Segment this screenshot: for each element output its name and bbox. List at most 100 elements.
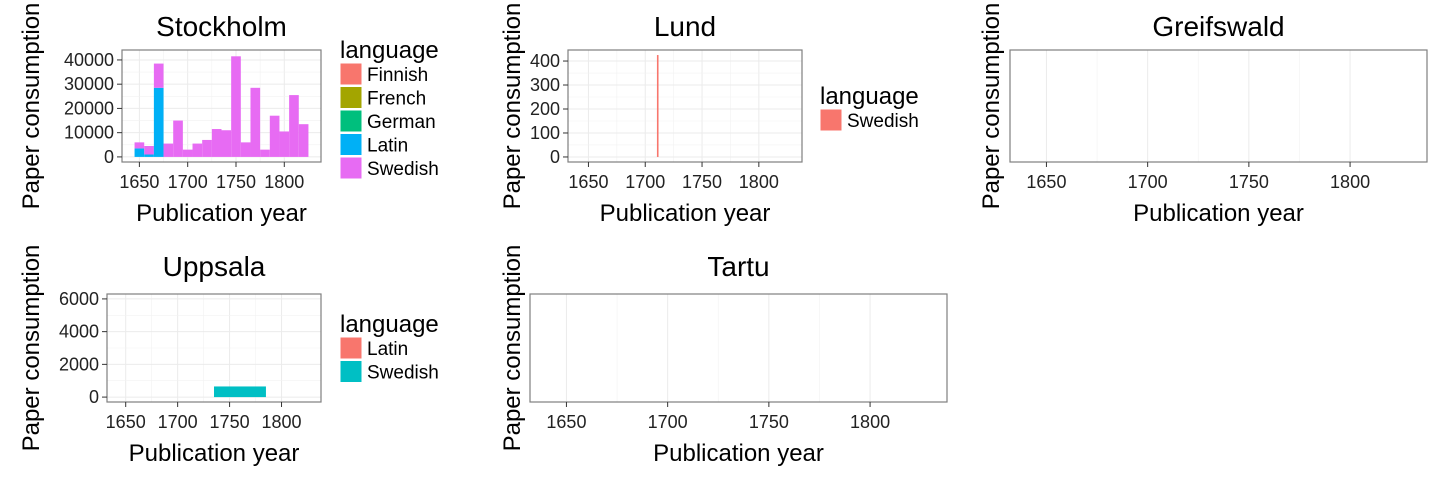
x-tick-label: 1700	[168, 172, 208, 192]
panel-title: Lund	[654, 11, 716, 42]
x-tick-label: 1700	[648, 412, 688, 432]
legend-key-french	[339, 86, 363, 109]
x-tick-label: 1750	[216, 172, 256, 192]
bar-swedish-1670	[153, 63, 164, 88]
legend-key-swedish	[339, 360, 363, 383]
bar-swedish-1690	[173, 120, 183, 157]
bar-swedish-1740	[221, 130, 232, 157]
plot-area	[568, 50, 802, 162]
y-tick-label: 30000	[64, 74, 114, 94]
plot-area	[1010, 50, 1427, 162]
panel-title: Tartu	[707, 251, 769, 282]
y-tick-label: 0	[104, 147, 114, 167]
panel-greifswald: 1650 1700 1750 1800 Greifswald Publication ye…	[978, 3, 1428, 227]
bar-swedish-1700	[182, 149, 193, 157]
y-axis-title: Paper consumption	[18, 3, 45, 210]
legend-label: Latin	[367, 136, 408, 157]
x-tick-label: 1650	[106, 412, 146, 432]
bar-latin-1660	[144, 154, 154, 157]
y-axis-title: Paper consumption	[18, 245, 45, 452]
bar-swedish-1760	[240, 142, 251, 157]
y-tick-label: 40000	[64, 50, 114, 70]
bar-swedish-1660	[144, 146, 154, 155]
x-tick-label: 1750	[682, 172, 722, 192]
bar-swedish-1800	[279, 131, 290, 157]
panel-border	[121, 49, 322, 163]
x-axis-title: Publication year	[129, 440, 300, 467]
x-tick-label: 1700	[158, 412, 198, 432]
y-tick-label: 20000	[64, 98, 114, 118]
x-tick-label: 1800	[264, 172, 304, 192]
bar-swedish-1711	[656, 55, 659, 157]
x-axis-title: Publication year	[653, 440, 824, 467]
y-tick-label: 10000	[64, 123, 114, 143]
x-axis-title: Publication year	[600, 200, 771, 227]
legend-key-finnish	[339, 62, 363, 86]
x-tick-label: 1800	[262, 412, 302, 432]
y-axis-title: Paper consumption	[978, 3, 1005, 210]
panel-title: Uppsala	[163, 251, 266, 282]
panel-border	[529, 293, 948, 403]
bar-swedish-1790	[269, 115, 280, 157]
bar-swedish-1680	[163, 143, 174, 157]
x-tick-label: 1800	[1330, 172, 1370, 192]
bar-swedish-1750	[231, 56, 241, 157]
legend-label: Swedish	[367, 159, 439, 180]
legend-key-german	[339, 109, 363, 133]
panel-lund: 1650 1700 1750 1800 0 100 200 300 400 Lund Publica…	[499, 3, 919, 227]
bar-swedish-1720	[202, 139, 212, 157]
legend-key-swedish	[819, 108, 843, 132]
x-tick-label: 1750	[1229, 172, 1269, 192]
x-tick-label: 1750	[210, 412, 250, 432]
legend-title: language	[340, 37, 439, 64]
legend-key-latin	[339, 336, 363, 360]
bar-swedish-1820	[298, 124, 309, 157]
y-tick-label: 300	[530, 75, 560, 95]
bar-swedish-1650	[134, 142, 145, 149]
legend-label: French	[367, 89, 426, 110]
legend-title: language	[340, 311, 439, 338]
y-tick-label: 200	[530, 99, 560, 119]
bar-swedish-1710	[192, 143, 203, 157]
y-axis-title: Paper consumption	[499, 245, 526, 452]
y-tick-label: 4000	[59, 322, 99, 342]
legend-label: Latin	[367, 339, 408, 360]
legend-label: German	[367, 112, 436, 133]
y-axis-title: Paper consumption	[499, 3, 526, 210]
bar-latin-1670	[153, 87, 164, 157]
x-tick-label: 1650	[119, 172, 159, 192]
panel-border	[567, 49, 803, 163]
y-tick-label: 100	[530, 123, 560, 143]
panel-border	[1009, 49, 1428, 163]
panel-title: Stockholm	[156, 11, 287, 42]
x-tick-label: 1800	[739, 172, 779, 192]
x-tick-label: 1650	[1026, 172, 1066, 192]
legend-key-swedish	[339, 156, 363, 180]
y-tick-label: 0	[89, 387, 99, 407]
panel-stockholm: 1650 1700 1750 1800 0 10000 20000 30000 40000 Sto…	[18, 3, 439, 227]
y-tick-label: 400	[530, 51, 560, 71]
bar-swedish-1760	[214, 386, 266, 398]
y-tick-label: 6000	[59, 289, 99, 309]
panel-title: Greifswald	[1152, 11, 1284, 42]
x-tick-label: 1700	[625, 172, 665, 192]
legend-label: Swedish	[367, 363, 439, 384]
panel-tartu: 1650 1700 1750 1800 Tartu Publication year Pap…	[499, 245, 948, 467]
panel-border	[106, 293, 322, 403]
x-tick-label: 1750	[749, 412, 789, 432]
x-axis-title: Publication year	[1133, 200, 1304, 227]
x-tick-label: 1650	[546, 412, 586, 432]
bar-swedish-1730	[211, 129, 222, 157]
panel-uppsala: 1650 1700 1750 1800 0 2000 4000 6000 Uppsala Publ…	[18, 245, 439, 467]
bar-latin-1650	[134, 148, 145, 157]
x-tick-label: 1800	[850, 412, 890, 432]
bar-swedish-1780	[260, 149, 270, 157]
x-axis-title: Publication year	[136, 200, 307, 227]
y-tick-label: 0	[550, 147, 560, 167]
legend-key-latin	[339, 133, 363, 156]
x-tick-label: 1650	[568, 172, 608, 192]
legend-title: language	[820, 83, 919, 110]
